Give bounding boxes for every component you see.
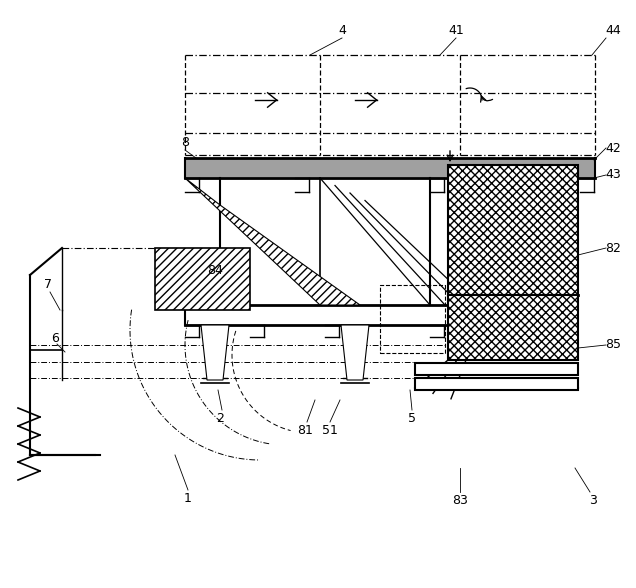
Text: 41: 41 [448,24,464,36]
Text: 85: 85 [605,339,621,352]
Text: 81: 81 [297,423,313,436]
Text: 43: 43 [605,169,621,182]
Polygon shape [341,325,369,380]
Polygon shape [201,325,229,380]
Text: 7: 7 [44,279,52,292]
Text: 83: 83 [452,493,468,506]
Text: 5: 5 [408,412,416,425]
Text: 6: 6 [51,332,59,345]
Text: 2: 2 [216,412,224,425]
Bar [415,363,578,375]
Bar [448,295,578,360]
Text: 44: 44 [605,24,621,36]
Text: 3: 3 [589,493,597,506]
Text: 82: 82 [605,242,621,255]
Text: 1: 1 [184,492,192,505]
Polygon shape [185,178,360,305]
Text: 8: 8 [181,135,189,149]
Bar [415,378,578,390]
Bar [448,165,578,295]
Bar [448,295,578,360]
Bar [155,248,250,310]
Text: 84: 84 [207,263,223,276]
Bar [448,165,578,295]
Text: 42: 42 [605,142,621,155]
Bar [155,248,250,310]
Text: 51: 51 [322,423,338,436]
Bar [380,285,445,353]
Text: 4: 4 [338,24,346,36]
